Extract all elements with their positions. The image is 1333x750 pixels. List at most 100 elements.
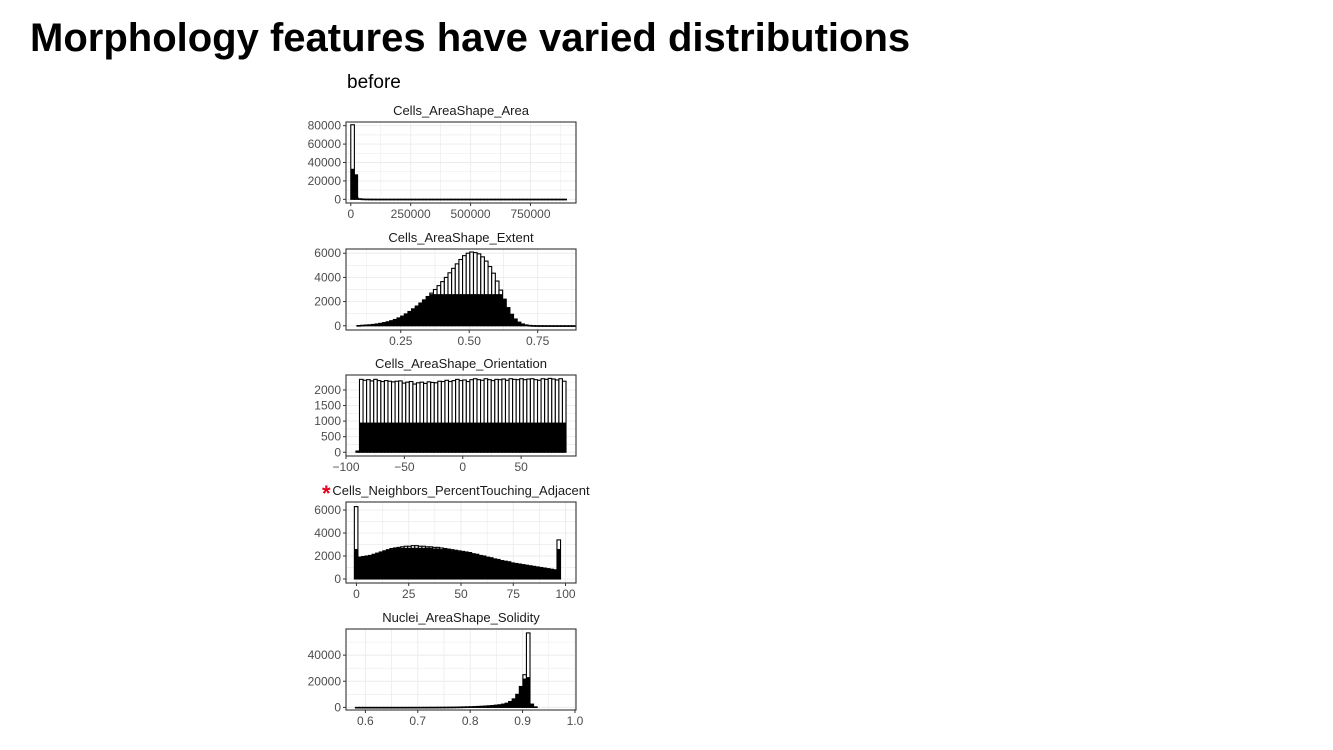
histogram-bar-filled <box>524 565 529 580</box>
histogram-bar-filled <box>487 199 492 200</box>
histogram-bar-filled <box>476 706 481 708</box>
x-tick-label: 0.9 <box>514 714 531 728</box>
histogram-bar-filled <box>426 707 431 709</box>
histogram-bar-filled <box>437 422 442 453</box>
histogram-bar-filled <box>530 199 535 200</box>
histogram-panel-1: Cells_AreaShape_Area 0 250000 500000 750000 0… <box>308 103 577 221</box>
histogram-bar-filled <box>380 422 385 453</box>
histogram-bar-filled <box>451 199 456 200</box>
y-tick-label: 40000 <box>308 648 342 662</box>
histogram-panel-5: Nuclei_AreaShape_Solidity 0.6 0.7 0.8 0.9 1.0… <box>308 610 584 728</box>
y-tick-label: 2000 <box>314 549 341 563</box>
histogram-bar-filled <box>357 198 362 200</box>
histogram-bar-filled <box>354 174 359 200</box>
histogram-bar-filled <box>365 707 370 709</box>
x-tick-label: 0 <box>347 207 354 221</box>
histogram-bar-filled <box>544 199 549 200</box>
histogram-bar-filled <box>407 311 412 326</box>
histogram-bar-filled <box>465 199 470 200</box>
histogram-bar-filled <box>370 422 374 453</box>
histogram-bar-filled <box>408 707 413 709</box>
y-tick-label: 2000 <box>314 295 341 309</box>
histogram-bar-filled <box>355 707 360 709</box>
histogram-bar-filled <box>485 556 490 580</box>
histogram-bar-filled <box>496 559 501 580</box>
histogram-bar-filled <box>533 199 538 200</box>
histogram-bar-filled <box>508 701 513 708</box>
histogram-bar-filled <box>505 422 510 453</box>
histogram-bar-filled <box>433 199 438 200</box>
histogram-bar-filled <box>358 707 363 709</box>
histogram-bar-filled <box>437 707 442 709</box>
histogram-bar-filled <box>512 199 517 200</box>
histogram-bar-filled <box>451 294 456 326</box>
histogram-bar-filled <box>526 422 531 453</box>
y-tick-label: 0 <box>334 572 341 586</box>
histogram-bar-filled <box>440 707 445 708</box>
x-tick-label: 0.50 <box>458 334 482 348</box>
histogram-bar-filled <box>531 566 536 580</box>
histogram-bar-filled <box>469 422 474 453</box>
histogram-bar-filled <box>506 307 511 326</box>
histogram-bar-filled <box>475 554 479 580</box>
histogram-bar-filled <box>400 547 405 580</box>
histogram-bar-filled <box>448 422 453 453</box>
histogram-bar-filled <box>364 555 369 580</box>
histogram-bar-filled <box>391 422 396 453</box>
histogram-bar-filled <box>503 561 508 580</box>
histogram-bar-filled <box>478 555 483 580</box>
histogram-bar-filled <box>451 706 456 708</box>
x-tick-label: 25 <box>402 587 416 601</box>
histogram-bar-filled <box>425 547 430 580</box>
histogram-bar-filled <box>472 706 477 708</box>
x-tick-label: 250000 <box>391 207 431 221</box>
panel-border <box>345 628 577 711</box>
histogram-bar-filled <box>430 707 434 709</box>
histogram-bar-filled <box>419 707 424 709</box>
histogram-bar-filled <box>492 558 497 580</box>
histogram-bar-filled <box>367 324 372 326</box>
histogram-bar-filled <box>393 548 398 580</box>
histogram-bar-filled <box>354 548 359 580</box>
histogram-bar-filled <box>444 422 449 453</box>
x-tick-label: 750000 <box>510 207 550 221</box>
panel-border <box>345 248 577 331</box>
histogram-bar-filled <box>512 698 516 708</box>
histogram-bar-filled <box>396 547 401 580</box>
histogram-bar-filled <box>430 422 435 453</box>
histogram-bar-filled <box>517 563 522 580</box>
histogram-bar-filled <box>447 707 452 708</box>
panel-title: Cells_AreaShape_Orientation <box>375 356 547 371</box>
histogram-bar-filled <box>521 564 526 580</box>
histogram-bar-filled <box>373 422 378 453</box>
histogram-bar-filled <box>408 199 413 200</box>
histogram-bar-filled <box>527 325 532 327</box>
y-tick-label: 0 <box>334 319 341 333</box>
histogram-bar-filled <box>443 548 447 580</box>
histogram-bar-filled <box>467 552 472 580</box>
histogram-bar-filled <box>501 422 506 453</box>
histogram-bar-filled <box>447 199 452 200</box>
histogram-bar-filled <box>495 294 500 326</box>
x-tick-label: 0.25 <box>389 334 413 348</box>
x-tick-label: 500000 <box>451 207 491 221</box>
y-tick-label: 20000 <box>308 674 342 688</box>
histogram-bar-filled <box>544 422 549 453</box>
histogram-bar-filled <box>487 422 492 453</box>
histogram-bar-filled <box>422 707 427 709</box>
histogram-bar-filled <box>439 548 444 580</box>
histogram-bar-filled <box>487 294 492 326</box>
histogram-bar-filled <box>444 707 449 708</box>
histogram-bar-filled <box>522 678 527 708</box>
histogram-bar-filled <box>553 325 558 327</box>
histogram-bar-filled <box>476 422 481 453</box>
histogram-bar-filled <box>489 557 494 580</box>
histogram-bar-filled <box>551 199 556 200</box>
histogram-bar-filled <box>501 199 506 200</box>
histogram-bar-filled <box>390 707 395 709</box>
histogram-bar-filled <box>361 556 366 580</box>
histogram-bar-filled <box>433 294 438 326</box>
section-label: before <box>347 72 401 93</box>
histogram-bar-filled <box>365 198 369 200</box>
histogram-bar-filled <box>520 323 525 326</box>
